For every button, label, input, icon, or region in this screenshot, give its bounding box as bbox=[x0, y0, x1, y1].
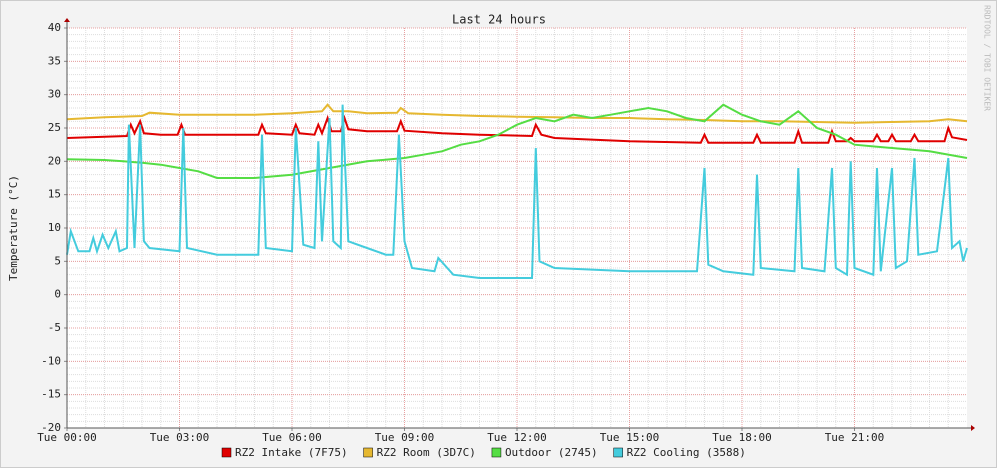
series-line bbox=[66, 104, 968, 279]
x-tick-label: Tue 18:00 bbox=[712, 431, 772, 444]
y-tick-label: 10 bbox=[48, 221, 61, 234]
watermark: RRDTOOL / TOBI OETIKER bbox=[983, 5, 992, 111]
y-tick-label: 35 bbox=[48, 54, 61, 67]
y-tick-label: -15 bbox=[41, 388, 61, 401]
y-tick-label: -10 bbox=[41, 354, 61, 367]
x-tick-label: Tue 15:00 bbox=[600, 431, 660, 444]
legend-swatch bbox=[613, 447, 623, 458]
y-tick-label: -5 bbox=[48, 321, 61, 334]
x-tick-label: Tue 00:00 bbox=[37, 431, 97, 444]
x-tick-label: Tue 21:00 bbox=[825, 431, 885, 444]
x-tick-label: Tue 03:00 bbox=[150, 431, 210, 444]
y-axis-label: Temperature (°C) bbox=[7, 175, 20, 281]
y-tick-label: -20 bbox=[41, 421, 61, 434]
x-tick-label: Tue 12:00 bbox=[487, 431, 547, 444]
y-tick-label: 25 bbox=[48, 121, 61, 134]
y-tick-label: 40 bbox=[48, 21, 61, 34]
legend-swatch bbox=[363, 447, 373, 458]
legend-label: RZ2 Intake (7F75) bbox=[235, 446, 348, 459]
legend-swatch bbox=[221, 447, 232, 458]
legend-label: RZ2 Room (3D7C) bbox=[377, 446, 476, 459]
legend-label: Outdoor (2745) bbox=[505, 446, 598, 459]
x-tick-label: Tue 06:00 bbox=[262, 431, 322, 444]
series-line bbox=[66, 114, 968, 144]
y-tick-label: 0 bbox=[54, 288, 61, 301]
chart-title: Last 24 hours bbox=[452, 13, 546, 27]
series-line bbox=[66, 103, 968, 179]
legend-swatch bbox=[491, 447, 502, 458]
y-tick-label: 5 bbox=[54, 254, 61, 267]
axis-arrow bbox=[971, 425, 975, 431]
y-tick-label: 20 bbox=[48, 154, 61, 167]
y-tick-label: 30 bbox=[48, 88, 61, 101]
x-tick-label: Tue 09:00 bbox=[375, 431, 435, 444]
axis-arrow bbox=[64, 18, 70, 22]
legend-label: RZ2 Cooling (3588) bbox=[627, 446, 746, 459]
y-tick-label: 15 bbox=[48, 188, 61, 201]
